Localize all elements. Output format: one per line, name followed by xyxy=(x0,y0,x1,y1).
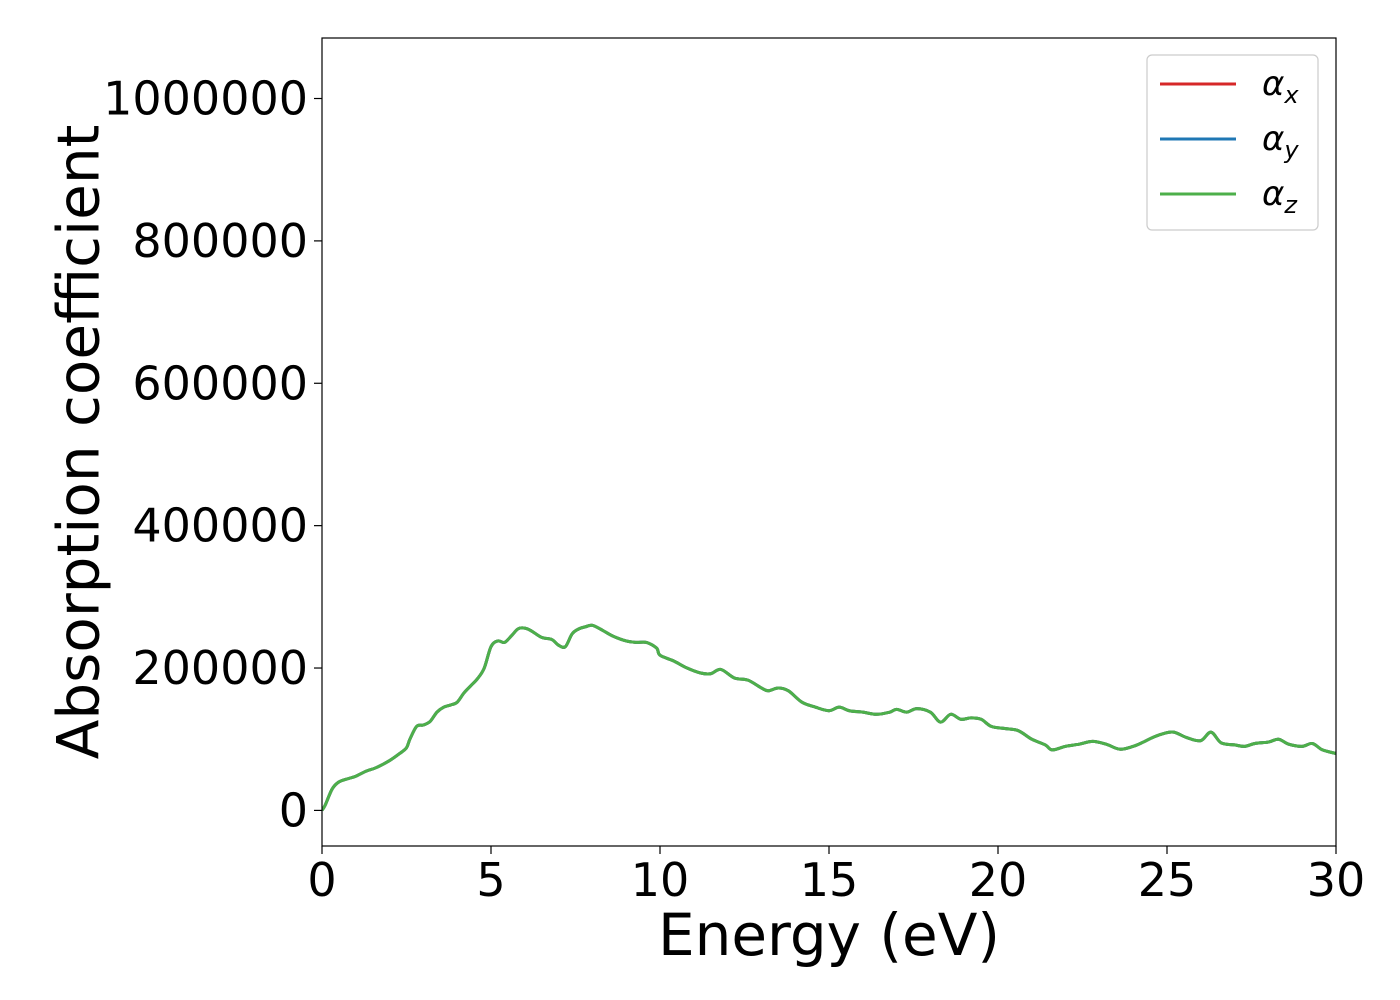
legend-entry-label: αx xyxy=(1262,64,1299,109)
legend-symbol: α xyxy=(1262,64,1284,104)
x-axis-label: Energy (eV) xyxy=(658,901,1000,969)
legend-symbol: α xyxy=(1262,119,1284,159)
y-tick-label: 1000000 xyxy=(103,72,308,126)
series-layer xyxy=(322,623,1336,812)
legend-subscript: z xyxy=(1283,191,1298,219)
legend-box xyxy=(1146,54,1319,231)
y-tick-label: 800000 xyxy=(132,214,308,268)
x-tick-label: 0 xyxy=(307,853,336,907)
y-axis-label: Absorption coefficient xyxy=(44,125,112,760)
x-tick-label: 5 xyxy=(476,853,505,907)
legend-symbol: α xyxy=(1262,174,1284,214)
y-tick-label: 0 xyxy=(279,783,308,837)
y-axis-ticks: 0 200000 400000 600000 800000 1000000 xyxy=(103,72,322,837)
legend-entry-label: αy xyxy=(1262,119,1299,164)
x-tick-label: 30 xyxy=(1307,853,1366,907)
series-line-alpha-x xyxy=(322,623,1336,812)
y-tick-label: 600000 xyxy=(132,356,308,410)
legend-entry-label: αz xyxy=(1262,174,1298,219)
legend-subscript: y xyxy=(1283,136,1299,164)
series-line-alpha-y xyxy=(322,623,1336,812)
x-tick-label: 15 xyxy=(800,853,859,907)
x-tick-label: 20 xyxy=(969,853,1028,907)
series-line-alpha-z xyxy=(322,623,1336,812)
y-tick-label: 200000 xyxy=(132,641,308,695)
x-axis-ticks: 0 5 10 15 20 25 30 xyxy=(307,846,1365,907)
legend-subscript: x xyxy=(1283,81,1299,109)
x-tick-label: 10 xyxy=(631,853,690,907)
x-tick-label: 25 xyxy=(1138,853,1197,907)
y-tick-label: 400000 xyxy=(132,499,308,553)
